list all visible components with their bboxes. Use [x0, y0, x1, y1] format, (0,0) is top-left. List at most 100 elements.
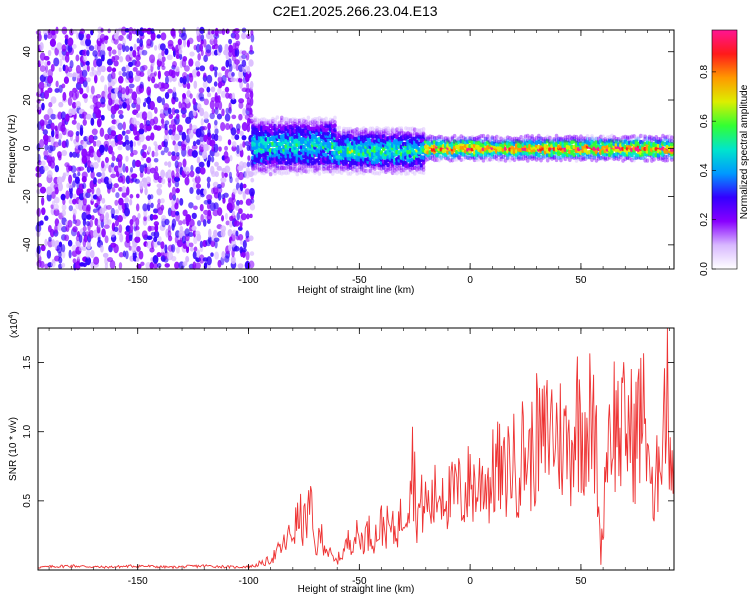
spectrogram-cell	[182, 27, 186, 37]
spectrogram-cell	[79, 28, 86, 35]
colorbar-label: Normalized spectral amplitude	[739, 84, 750, 219]
spectrogram-cell	[117, 134, 123, 142]
spectrogram-cell	[175, 113, 180, 120]
spectrogram-cell	[537, 136, 541, 141]
spectrogram-cell	[494, 134, 499, 140]
spectrogram-cell	[171, 218, 177, 228]
spectrogram-cell	[129, 49, 133, 58]
spectrogram-cell	[152, 255, 159, 264]
spectrogram-cell	[223, 150, 229, 159]
spectrogram-cell	[468, 136, 472, 141]
spectrogram-cell	[117, 145, 123, 151]
spectrogram-cell	[268, 123, 273, 128]
spectrogram-cell	[214, 251, 219, 260]
spectrogram-cell	[210, 252, 214, 257]
spectrogram-cell	[310, 119, 315, 124]
spectrogram-cell	[392, 165, 397, 170]
spectrogram-cell	[381, 131, 386, 136]
spectrogram-cell	[206, 74, 213, 84]
spectrogram-cell	[77, 171, 81, 177]
spectrogram-cell	[408, 167, 413, 172]
spectrogram-cell	[228, 197, 233, 205]
spectrogram-cell	[43, 55, 50, 61]
spectrogram-cell	[47, 33, 52, 39]
spectrogram-cell	[161, 49, 165, 57]
spectrogram-cell	[410, 133, 415, 138]
spectrogram-cell	[81, 148, 88, 158]
spectrogram-cell	[313, 165, 317, 171]
spectrogram-cell	[238, 208, 243, 215]
spectrogram-cell	[231, 114, 237, 120]
spectrogram-cell	[184, 176, 190, 186]
spectrogram-cell	[426, 136, 430, 142]
spectrogram-cell	[470, 136, 475, 142]
spectrogram-cell	[90, 29, 94, 36]
spectrogram-cell	[150, 132, 155, 141]
spectrogram-cell	[92, 208, 98, 214]
spectrogram-cell	[550, 139, 554, 144]
spectrogram-cell	[220, 225, 227, 233]
spectrogram-cell	[176, 124, 183, 133]
spectrogram-cell	[128, 27, 134, 35]
spectrogram-cell	[99, 213, 105, 223]
spectrogram-cell	[492, 136, 497, 141]
spectrogram-cell	[421, 164, 426, 169]
spectrogram-cell	[117, 140, 124, 145]
spectrogram-cell	[441, 139, 446, 144]
spectrogram-cell	[437, 136, 441, 141]
spectrogram-cell	[216, 165, 222, 171]
y-tick-label: -40	[22, 237, 33, 252]
spectrogram-cell	[171, 255, 177, 262]
spectrogram-cell	[149, 247, 155, 253]
spectrogram-cell	[541, 137, 546, 142]
spectrogram-cell	[118, 262, 123, 270]
spectrogram-cell	[446, 155, 450, 160]
spectrogram-cell	[399, 131, 404, 136]
spectrogram-cell	[179, 198, 184, 206]
spectrogram-cell	[196, 103, 202, 110]
spectrogram-cell	[78, 166, 85, 171]
spectrogram-cell	[163, 133, 170, 142]
spectrogram-cell	[282, 170, 286, 175]
spectrogram-cell	[268, 167, 273, 172]
spectrogram-cell	[51, 129, 55, 138]
spectrogram-cell	[330, 117, 335, 123]
spectrogram-cell	[129, 96, 133, 104]
spectrogram-cell	[521, 156, 526, 161]
spectrogram-cell	[218, 100, 223, 111]
spectrogram-cell	[55, 80, 59, 88]
spectrogram-cell	[185, 255, 190, 263]
spectrogram-cell	[519, 155, 523, 160]
spectrogram-cell	[82, 197, 87, 206]
spectrogram-cell	[171, 186, 177, 196]
spectrogram-cell	[550, 137, 554, 142]
spectrogram-cell	[89, 219, 94, 228]
spectrogram-cell	[282, 119, 286, 124]
spectrogram-cell	[199, 167, 206, 175]
spectrogram-cell	[508, 158, 512, 163]
spectrogram-cell	[164, 161, 168, 166]
spectrogram-cell	[477, 157, 481, 162]
spectrogram-cell	[182, 209, 188, 217]
spectrogram-cell	[253, 166, 257, 171]
spectrogram-cell	[54, 125, 58, 131]
spectrogram-cell	[207, 264, 212, 269]
spectrogram-cell	[199, 43, 204, 52]
spectrogram-cell	[132, 149, 138, 156]
spectrogram-cell	[255, 169, 260, 174]
spectrogram-cell	[43, 165, 49, 171]
spectrogram-cell	[160, 241, 165, 250]
spectrogram-cell	[160, 169, 166, 179]
spectrogram-cell	[146, 157, 152, 163]
spectrogram-cell	[326, 120, 331, 125]
spectrogram-cell	[404, 131, 408, 136]
spectrogram-cell	[528, 155, 532, 160]
spectrogram-cell	[286, 166, 291, 171]
spectrogram-cell	[203, 262, 208, 269]
spectrogram-cell	[530, 136, 534, 141]
spectrogram-cell	[198, 161, 205, 168]
spectrogram-cell	[47, 49, 52, 57]
spectrogram-cell	[472, 157, 477, 163]
y-tick-label: 40	[22, 46, 33, 58]
spectrogram-cell	[107, 28, 111, 34]
